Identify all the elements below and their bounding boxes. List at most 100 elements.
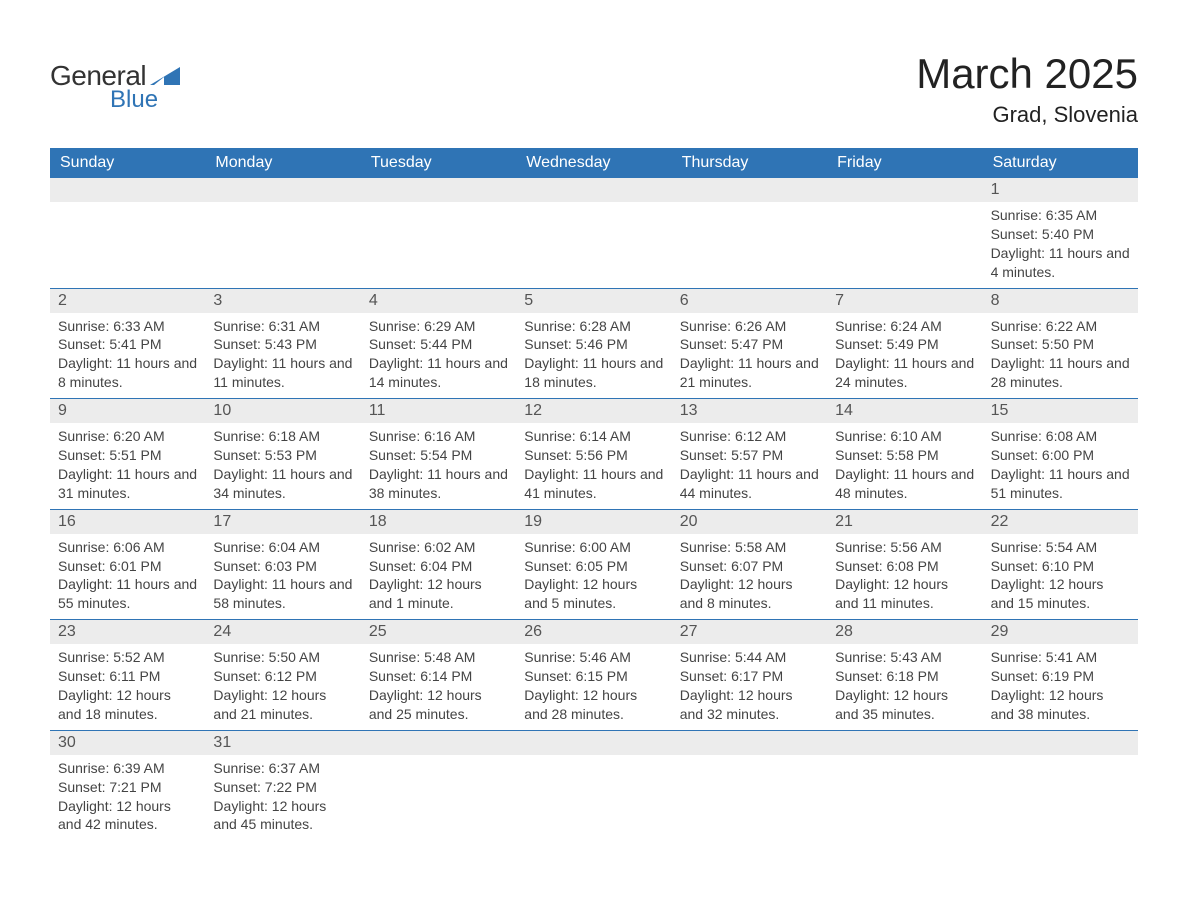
sunrise-text: Sunrise: 5:44 AM <box>680 648 819 667</box>
day-cell: 18Sunrise: 6:02 AMSunset: 6:04 PMDayligh… <box>361 510 516 620</box>
daylight-text: Daylight: 11 hours and 55 minutes. <box>58 575 197 613</box>
day-body: Sunrise: 6:20 AMSunset: 5:51 PMDaylight:… <box>50 423 205 509</box>
daylight-text: Daylight: 12 hours and 45 minutes. <box>213 797 352 835</box>
day-body: Sunrise: 6:24 AMSunset: 5:49 PMDaylight:… <box>827 313 982 399</box>
day-number: 15 <box>983 399 1138 423</box>
day-cell <box>827 731 982 841</box>
daylight-text: Daylight: 11 hours and 24 minutes. <box>835 354 974 392</box>
daylight-text: Daylight: 12 hours and 15 minutes. <box>991 575 1130 613</box>
day-number: 4 <box>361 289 516 313</box>
day-cell: 16Sunrise: 6:06 AMSunset: 6:01 PMDayligh… <box>50 510 205 620</box>
sunset-text: Sunset: 6:14 PM <box>369 667 508 686</box>
day-number: 29 <box>983 620 1138 644</box>
sunset-text: Sunset: 5:50 PM <box>991 335 1130 354</box>
day-body: Sunrise: 6:35 AMSunset: 5:40 PMDaylight:… <box>983 202 1138 288</box>
day-number <box>827 731 982 755</box>
day-cell: 25Sunrise: 5:48 AMSunset: 6:14 PMDayligh… <box>361 620 516 730</box>
day-number <box>672 178 827 202</box>
day-cell: 1Sunrise: 6:35 AMSunset: 5:40 PMDaylight… <box>983 178 1138 288</box>
day-number: 2 <box>50 289 205 313</box>
sunset-text: Sunset: 6:01 PM <box>58 557 197 576</box>
sunset-text: Sunset: 5:40 PM <box>991 225 1130 244</box>
daylight-text: Daylight: 12 hours and 11 minutes. <box>835 575 974 613</box>
sunset-text: Sunset: 6:10 PM <box>991 557 1130 576</box>
day-number <box>672 731 827 755</box>
day-cell: 19Sunrise: 6:00 AMSunset: 6:05 PMDayligh… <box>516 510 671 620</box>
day-body: Sunrise: 6:02 AMSunset: 6:04 PMDaylight:… <box>361 534 516 620</box>
day-body: Sunrise: 6:16 AMSunset: 5:54 PMDaylight:… <box>361 423 516 509</box>
day-body: Sunrise: 6:06 AMSunset: 6:01 PMDaylight:… <box>50 534 205 620</box>
day-number: 20 <box>672 510 827 534</box>
location: Grad, Slovenia <box>916 102 1138 128</box>
day-number: 26 <box>516 620 671 644</box>
day-number <box>516 731 671 755</box>
week-row: 1Sunrise: 6:35 AMSunset: 5:40 PMDaylight… <box>50 178 1138 289</box>
day-number: 5 <box>516 289 671 313</box>
day-number: 6 <box>672 289 827 313</box>
sunrise-text: Sunrise: 5:41 AM <box>991 648 1130 667</box>
day-body: Sunrise: 6:04 AMSunset: 6:03 PMDaylight:… <box>205 534 360 620</box>
day-body: Sunrise: 6:28 AMSunset: 5:46 PMDaylight:… <box>516 313 671 399</box>
sunset-text: Sunset: 5:54 PM <box>369 446 508 465</box>
day-cell: 14Sunrise: 6:10 AMSunset: 5:58 PMDayligh… <box>827 399 982 509</box>
sunset-text: Sunset: 6:04 PM <box>369 557 508 576</box>
day-cell: 5Sunrise: 6:28 AMSunset: 5:46 PMDaylight… <box>516 289 671 399</box>
day-body: Sunrise: 5:56 AMSunset: 6:08 PMDaylight:… <box>827 534 982 620</box>
sunrise-text: Sunrise: 6:39 AM <box>58 759 197 778</box>
day-cell: 24Sunrise: 5:50 AMSunset: 6:12 PMDayligh… <box>205 620 360 730</box>
sunrise-text: Sunrise: 6:14 AM <box>524 427 663 446</box>
day-cell: 2Sunrise: 6:33 AMSunset: 5:41 PMDaylight… <box>50 289 205 399</box>
day-cell: 12Sunrise: 6:14 AMSunset: 5:56 PMDayligh… <box>516 399 671 509</box>
day-cell: 15Sunrise: 6:08 AMSunset: 6:00 PMDayligh… <box>983 399 1138 509</box>
day-number: 3 <box>205 289 360 313</box>
sunset-text: Sunset: 7:21 PM <box>58 778 197 797</box>
day-cell <box>672 731 827 841</box>
day-cell <box>516 178 671 288</box>
day-body <box>983 755 1138 775</box>
header: General Blue March 2025 Grad, Slovenia <box>50 50 1138 128</box>
day-number <box>50 178 205 202</box>
sunset-text: Sunset: 5:56 PM <box>524 446 663 465</box>
day-body: Sunrise: 6:18 AMSunset: 5:53 PMDaylight:… <box>205 423 360 509</box>
day-number <box>205 178 360 202</box>
sunrise-text: Sunrise: 5:56 AM <box>835 538 974 557</box>
week-row: 16Sunrise: 6:06 AMSunset: 6:01 PMDayligh… <box>50 510 1138 621</box>
sunrise-text: Sunrise: 6:18 AM <box>213 427 352 446</box>
daylight-text: Daylight: 12 hours and 21 minutes. <box>213 686 352 724</box>
daylight-text: Daylight: 12 hours and 32 minutes. <box>680 686 819 724</box>
sunrise-text: Sunrise: 6:33 AM <box>58 317 197 336</box>
day-cell <box>983 731 1138 841</box>
week-row: 2Sunrise: 6:33 AMSunset: 5:41 PMDaylight… <box>50 289 1138 400</box>
day-body: Sunrise: 5:50 AMSunset: 6:12 PMDaylight:… <box>205 644 360 730</box>
daylight-text: Daylight: 11 hours and 44 minutes. <box>680 465 819 503</box>
day-cell <box>672 178 827 288</box>
logo: General Blue <box>50 50 180 114</box>
sunset-text: Sunset: 6:08 PM <box>835 557 974 576</box>
day-cell: 22Sunrise: 5:54 AMSunset: 6:10 PMDayligh… <box>983 510 1138 620</box>
day-cell: 13Sunrise: 6:12 AMSunset: 5:57 PMDayligh… <box>672 399 827 509</box>
week-row: 23Sunrise: 5:52 AMSunset: 6:11 PMDayligh… <box>50 620 1138 731</box>
sunset-text: Sunset: 5:43 PM <box>213 335 352 354</box>
daylight-text: Daylight: 12 hours and 5 minutes. <box>524 575 663 613</box>
day-cell: 4Sunrise: 6:29 AMSunset: 5:44 PMDaylight… <box>361 289 516 399</box>
weeks-container: 1Sunrise: 6:35 AMSunset: 5:40 PMDaylight… <box>50 178 1138 840</box>
day-number: 25 <box>361 620 516 644</box>
calendar: Sunday Monday Tuesday Wednesday Thursday… <box>50 148 1138 840</box>
daylight-text: Daylight: 11 hours and 8 minutes. <box>58 354 197 392</box>
week-row: 9Sunrise: 6:20 AMSunset: 5:51 PMDaylight… <box>50 399 1138 510</box>
sunrise-text: Sunrise: 6:26 AM <box>680 317 819 336</box>
sunset-text: Sunset: 5:46 PM <box>524 335 663 354</box>
day-body: Sunrise: 6:31 AMSunset: 5:43 PMDaylight:… <box>205 313 360 399</box>
sunrise-text: Sunrise: 6:22 AM <box>991 317 1130 336</box>
day-cell: 20Sunrise: 5:58 AMSunset: 6:07 PMDayligh… <box>672 510 827 620</box>
day-number: 11 <box>361 399 516 423</box>
day-body: Sunrise: 5:48 AMSunset: 6:14 PMDaylight:… <box>361 644 516 730</box>
sunrise-text: Sunrise: 6:06 AM <box>58 538 197 557</box>
daylight-text: Daylight: 11 hours and 48 minutes. <box>835 465 974 503</box>
day-cell: 26Sunrise: 5:46 AMSunset: 6:15 PMDayligh… <box>516 620 671 730</box>
day-body: Sunrise: 6:22 AMSunset: 5:50 PMDaylight:… <box>983 313 1138 399</box>
day-number: 9 <box>50 399 205 423</box>
day-number: 8 <box>983 289 1138 313</box>
daylight-text: Daylight: 11 hours and 4 minutes. <box>991 244 1130 282</box>
sunrise-text: Sunrise: 6:28 AM <box>524 317 663 336</box>
